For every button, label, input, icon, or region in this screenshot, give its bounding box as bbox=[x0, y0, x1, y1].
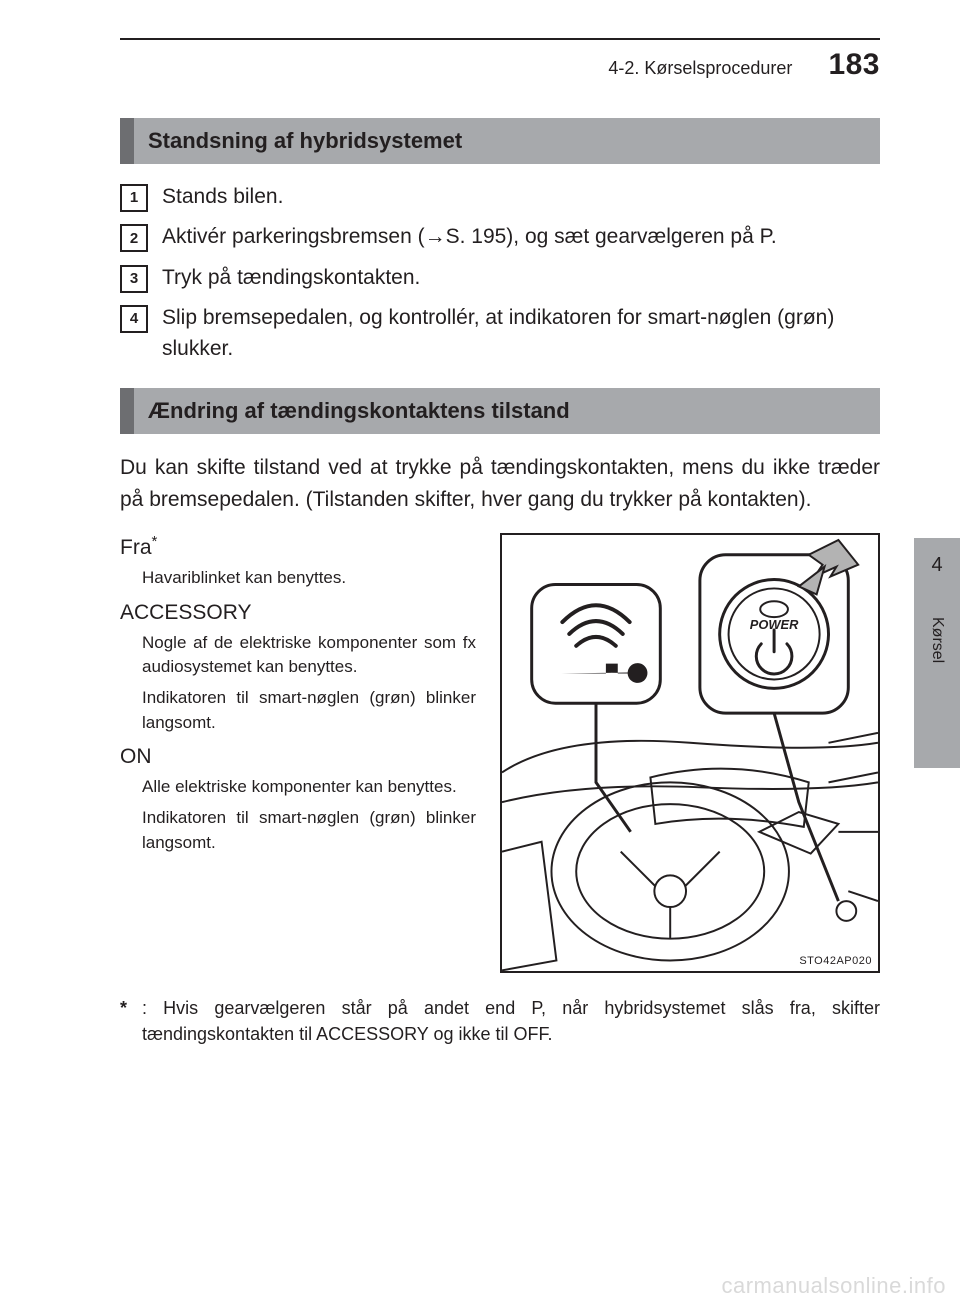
section-heading-mode: Ændring af tændingskontaktens tilstand bbox=[120, 388, 880, 434]
mode-desc: Indikatoren til smart-nøglen (grøn) blin… bbox=[142, 686, 476, 735]
step-item: 3 Tryk på tændingskontakten. bbox=[120, 263, 880, 293]
mode-accessory: ACCESSORY Nogle af de elektriske kompone… bbox=[120, 601, 476, 736]
footnote-star: * bbox=[152, 533, 158, 550]
mode-title: ACCESSORY bbox=[120, 601, 476, 625]
step-text: Stands bilen. bbox=[162, 182, 880, 212]
section-heading-stop: Standsning af hybridsystemet bbox=[120, 118, 880, 164]
footnote: * : Hvis gearvælgeren står på andet end … bbox=[120, 995, 880, 1047]
side-tab-number: 4 bbox=[931, 554, 942, 577]
mode-title: ON bbox=[120, 745, 476, 769]
step-number-box: 4 bbox=[120, 305, 148, 333]
mode-desc: Nogle af de elektriske komponenter som f… bbox=[142, 631, 476, 680]
step-item: 2 Aktivér parkeringsbremsen (→S. 195), o… bbox=[120, 222, 880, 252]
mode-desc: Alle elektriske komponenter kan benyttes… bbox=[142, 775, 476, 800]
watermark: carmanualsonline.info bbox=[721, 1273, 946, 1299]
step-text: Aktivér parkeringsbremsen (→S. 195), og … bbox=[162, 222, 880, 252]
page-number: 183 bbox=[828, 48, 880, 82]
footnote-mark: * bbox=[120, 995, 142, 1047]
modes-column: Fra* Havariblinket kan benyttes. ACCESSO… bbox=[120, 533, 476, 973]
step-text: Slip bremsepedalen, og kontrollér, at in… bbox=[162, 303, 880, 364]
page-header: 4-2. Kørselsprocedurer 183 bbox=[120, 40, 880, 94]
footnote-text: : Hvis gearvælgeren står på andet end P,… bbox=[142, 995, 880, 1047]
mode-desc: Havariblinket kan benyttes. bbox=[142, 566, 476, 591]
figure-code: STO42AP020 bbox=[799, 955, 872, 967]
step-number-box: 2 bbox=[120, 224, 148, 252]
stop-steps: 1 Stands bilen. 2 Aktivér parkeringsbrem… bbox=[120, 182, 880, 364]
dashboard-svg: POWER bbox=[502, 535, 878, 970]
side-tab-label: Kørsel bbox=[928, 617, 946, 663]
mode-off: Fra* Havariblinket kan benyttes. bbox=[120, 533, 476, 591]
dashboard-figure: POWER STO42AP020 bbox=[500, 533, 880, 973]
chapter-side-tab: 4 Kørsel bbox=[914, 538, 960, 768]
step-item: 4 Slip bremsepedalen, og kontrollér, at … bbox=[120, 303, 880, 364]
step-text: Tryk på tændingskontakten. bbox=[162, 263, 880, 293]
mode-desc: Indikatoren til smart-nøglen (grøn) blin… bbox=[142, 806, 476, 855]
mode-on: ON Alle elektriske komponenter kan benyt… bbox=[120, 745, 476, 855]
section-intro: Du kan skifte tilstand ved at trykke på … bbox=[120, 452, 880, 515]
step-number-box: 3 bbox=[120, 265, 148, 293]
mode-title: Fra* bbox=[120, 533, 476, 560]
power-label: POWER bbox=[750, 617, 799, 632]
breadcrumb: 4-2. Kørselsprocedurer bbox=[608, 58, 792, 79]
step-item: 1 Stands bilen. bbox=[120, 182, 880, 212]
step-number-box: 1 bbox=[120, 184, 148, 212]
